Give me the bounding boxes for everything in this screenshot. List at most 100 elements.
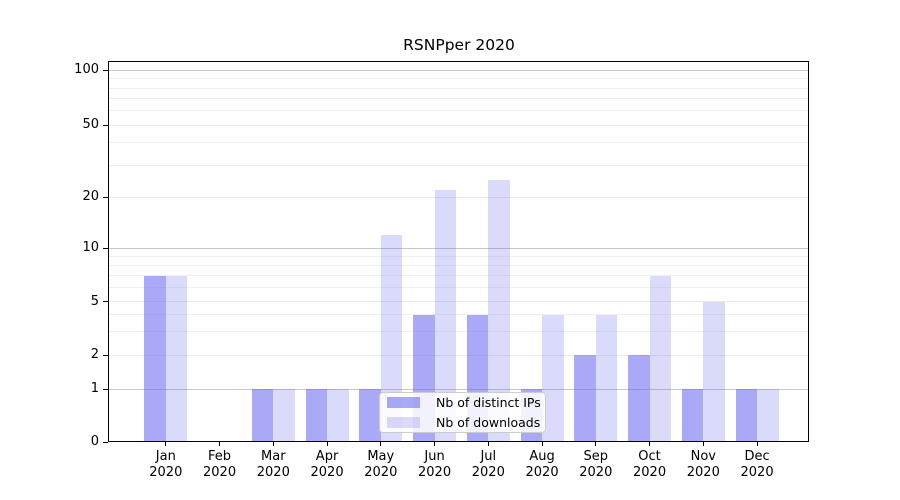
x-axis-tick-label: Nov 2020 [675, 449, 731, 480]
legend-label-downloads: Nb of downloads [436, 414, 541, 430]
y-gridline-minor [109, 110, 809, 112]
legend-swatch-distinct-ips-icon [387, 397, 420, 409]
chart-title: RSNPper 2020 [403, 36, 515, 54]
x-axis-tick-label: Jun 2020 [407, 449, 463, 480]
x-label-year: 2020 [203, 464, 237, 480]
y-gridline [109, 354, 809, 356]
y-axis-tick-label: 10 [82, 240, 99, 255]
y-gridline-minor [109, 87, 809, 89]
bar-oct-downloads [649, 275, 672, 442]
legend-item-distinct-ips: Nb of distinct IPs [380, 393, 545, 413]
bar-mar-distinct-ips [251, 389, 274, 442]
y-axis-tick-label: 100 [74, 62, 99, 78]
y-gridline-minor [109, 78, 809, 80]
x-label-year: 2020 [149, 464, 183, 480]
bar-nov-distinct-ips [681, 389, 704, 442]
bar-may-downloads [380, 234, 403, 442]
x-axis-tick-label: Sep 2020 [568, 449, 624, 480]
bar-dec-downloads [757, 389, 779, 442]
bar-dec-distinct-ips [735, 389, 758, 442]
x-axis-tick-label: Aug 2020 [514, 449, 570, 480]
y-axis-tick-label: 2 [90, 347, 99, 362]
x-label-year: 2020 [633, 464, 667, 480]
x-tick-mark [380, 442, 382, 446]
y-gridline-minor [109, 275, 809, 277]
y-gridline [109, 388, 809, 390]
y-tick-mark [103, 354, 108, 356]
y-gridline [109, 301, 809, 303]
y-gridline [109, 69, 809, 71]
x-tick-mark [165, 442, 167, 446]
x-label-month: Jun [424, 449, 445, 464]
x-label-month: Nov [690, 449, 716, 464]
x-label-month: Aug [529, 449, 555, 464]
legend: Nb of distinct IPs Nb of downloads [379, 392, 546, 433]
y-gridline [109, 196, 809, 198]
y-gridline-minor [109, 255, 809, 257]
x-axis-tick-label: Feb 2020 [192, 449, 248, 480]
x-label-month: May [367, 449, 395, 464]
y-tick-mark [103, 69, 108, 71]
x-label-year: 2020 [418, 464, 452, 480]
legend-item-downloads: Nb of downloads [380, 413, 545, 433]
x-tick-mark [541, 442, 543, 446]
y-gridline-minor [109, 330, 809, 332]
x-axis-tick-label: Jul 2020 [460, 449, 516, 480]
bar-sep-downloads [595, 314, 618, 442]
bar-jan-downloads [165, 275, 188, 442]
legend-label-distinct-ips: Nb of distinct IPs [436, 395, 541, 411]
y-gridline [109, 124, 809, 126]
bar-apr-distinct-ips [305, 389, 328, 442]
x-label-year: 2020 [740, 464, 774, 480]
y-gridline-minor [109, 98, 809, 100]
x-tick-mark [272, 442, 274, 446]
y-gridline-minor [109, 287, 809, 289]
x-label-month: Mar [261, 449, 286, 464]
legend-swatch-downloads-icon [387, 416, 420, 428]
bar-jul-downloads [488, 179, 510, 442]
x-axis-tick-label: Mar 2020 [245, 449, 301, 480]
x-axis-tick-label: Oct 2020 [622, 449, 678, 480]
y-tick-mark [103, 196, 108, 198]
y-tick-mark [103, 124, 108, 126]
y-gridline-minor [109, 314, 809, 316]
x-label-year: 2020 [310, 464, 344, 480]
bar-nov-downloads [703, 301, 725, 442]
x-tick-mark [595, 442, 597, 446]
x-label-year: 2020 [364, 464, 398, 480]
bar-jan-distinct-ips [144, 275, 166, 442]
x-label-month: Apr [315, 449, 339, 464]
y-gridline-minor [109, 264, 809, 266]
x-label-year: 2020 [686, 464, 720, 480]
y-tick-mark [103, 301, 108, 303]
bar-aug-downloads [542, 314, 564, 442]
y-tick-mark [103, 441, 108, 443]
y-axis-tick-label: 0 [90, 434, 99, 449]
y-gridline [109, 247, 809, 249]
y-gridline-minor [109, 164, 809, 166]
x-tick-mark [219, 442, 221, 446]
x-label-month: Feb [208, 449, 232, 464]
x-tick-mark [487, 442, 489, 446]
bar-jun-downloads [434, 189, 457, 442]
x-tick-mark [649, 442, 651, 446]
x-label-month: Jul [480, 449, 497, 464]
y-axis-tick-label: 20 [82, 189, 99, 204]
y-gridline-minor [109, 142, 809, 144]
bar-may-distinct-ips [359, 389, 381, 442]
y-axis-tick-label: 1 [90, 381, 99, 397]
bar-apr-downloads [327, 389, 349, 442]
x-label-month: Jan [155, 449, 176, 464]
x-tick-mark [326, 442, 328, 446]
x-tick-mark [756, 442, 758, 446]
x-label-month: Sep [583, 449, 609, 464]
bar-oct-distinct-ips [628, 355, 650, 442]
x-label-year: 2020 [256, 464, 290, 480]
y-axis-tick-label: 50 [82, 117, 99, 133]
y-axis-tick-label: 5 [90, 293, 99, 309]
y-tick-mark [103, 247, 108, 249]
bar-mar-downloads [273, 389, 295, 442]
x-axis-tick-label: May 2020 [353, 449, 409, 480]
x-label-year: 2020 [471, 464, 505, 480]
